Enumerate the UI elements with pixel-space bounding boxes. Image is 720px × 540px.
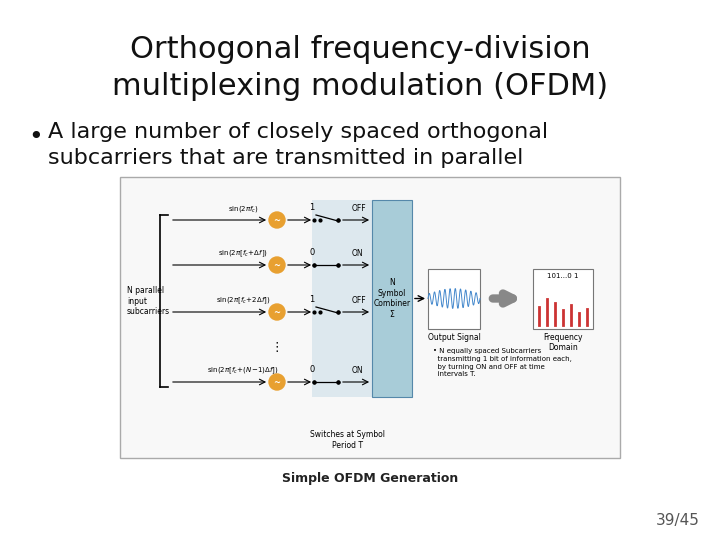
- Text: OFF: OFF: [352, 296, 366, 305]
- Text: N
Symbol
Combiner
Σ: N Symbol Combiner Σ: [374, 279, 410, 319]
- Circle shape: [269, 257, 285, 273]
- Text: Frequency
Domain: Frequency Domain: [544, 333, 582, 352]
- Text: A large number of closely spaced orthogonal
subcarriers that are transmitted in : A large number of closely spaced orthogo…: [48, 122, 548, 167]
- Text: $\sin(2\pi[f_c\!+\!2\Delta f])$: $\sin(2\pi[f_c\!+\!2\Delta f])$: [216, 295, 270, 306]
- FancyBboxPatch shape: [428, 268, 480, 328]
- Text: $\sin(2\pi[f_c\!+\!\Delta f])$: $\sin(2\pi[f_c\!+\!\Delta f])$: [218, 248, 268, 259]
- Circle shape: [269, 304, 285, 320]
- Text: ON: ON: [352, 249, 364, 258]
- Text: $\sin(2\pi f_c)$: $\sin(2\pi f_c)$: [228, 204, 258, 214]
- Text: 101...0 1: 101...0 1: [547, 273, 579, 279]
- Text: 1: 1: [310, 295, 315, 304]
- Text: 1: 1: [310, 203, 315, 212]
- Text: $\sin(2\pi[f_c\!+\!(N\!-\!1)\Delta f])$: $\sin(2\pi[f_c\!+\!(N\!-\!1)\Delta f])$: [207, 366, 279, 376]
- Text: N parallel
input
subcarriers: N parallel input subcarriers: [127, 286, 170, 316]
- Text: ~: ~: [274, 307, 281, 316]
- Text: Simple OFDM Generation: Simple OFDM Generation: [282, 472, 458, 485]
- FancyBboxPatch shape: [120, 177, 620, 458]
- FancyBboxPatch shape: [372, 200, 412, 397]
- Circle shape: [269, 374, 285, 390]
- Text: OFF: OFF: [352, 204, 366, 213]
- Text: Switches at Symbol
Period T: Switches at Symbol Period T: [310, 430, 385, 450]
- FancyBboxPatch shape: [312, 200, 372, 397]
- Text: ~: ~: [274, 260, 281, 269]
- Text: Output Signal: Output Signal: [428, 333, 480, 341]
- Text: ~: ~: [274, 215, 281, 225]
- Text: ⋮: ⋮: [271, 341, 283, 354]
- Text: 39/45: 39/45: [656, 513, 700, 528]
- Text: ~: ~: [274, 377, 281, 387]
- Circle shape: [269, 212, 285, 228]
- Text: •: •: [28, 125, 42, 149]
- Text: ON: ON: [352, 366, 364, 375]
- Text: 0: 0: [310, 365, 315, 374]
- Text: 0: 0: [310, 248, 315, 257]
- Text: Orthogonal frequency-division
multiplexing modulation (OFDM): Orthogonal frequency-division multiplexi…: [112, 35, 608, 101]
- Text: • N equally spaced Subcarriers
  transmitting 1 bit of information each,
  by tu: • N equally spaced Subcarriers transmitt…: [433, 348, 572, 377]
- FancyBboxPatch shape: [533, 268, 593, 328]
